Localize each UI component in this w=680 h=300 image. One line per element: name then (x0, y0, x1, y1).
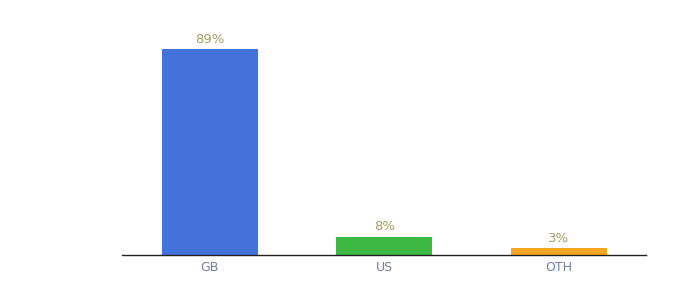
Bar (162, 50, 258, 255)
Text: 3%: 3% (548, 232, 569, 244)
Text: 8%: 8% (374, 220, 394, 233)
Text: 89%: 89% (195, 33, 224, 46)
Bar (511, 248, 607, 255)
Bar (336, 236, 432, 255)
